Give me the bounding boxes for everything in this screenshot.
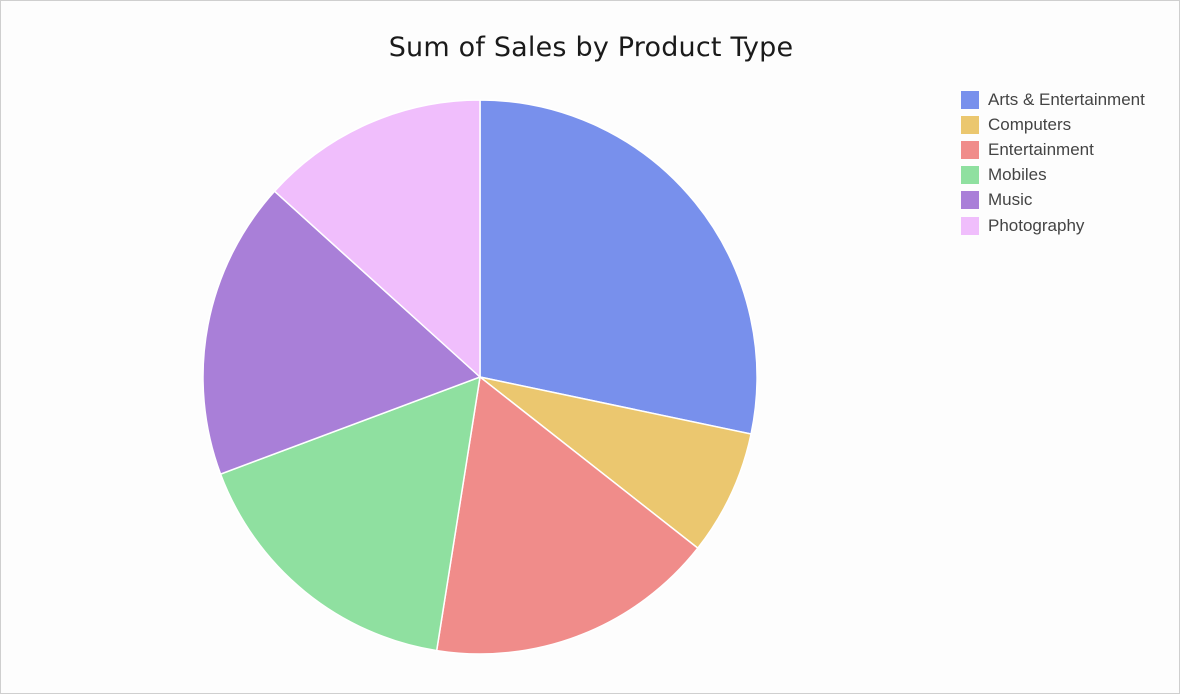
pie-slice-mobiles[interactable] <box>219 375 481 652</box>
legend-item-mobiles[interactable]: Mobiles <box>961 163 1145 188</box>
pie-slice-photography[interactable] <box>273 99 481 379</box>
legend-swatch <box>961 166 979 185</box>
chart-title: Sum of Sales by Product Type <box>388 32 794 63</box>
legend-item-computers[interactable]: Computers <box>961 112 1145 137</box>
legend-item-entertainment[interactable]: Entertainment <box>961 137 1145 162</box>
legend-label: Entertainment <box>988 139 1094 159</box>
pie-slice-computers[interactable] <box>479 376 752 550</box>
legend-swatch <box>961 191 979 210</box>
legend-swatch <box>961 90 979 109</box>
legend-item-photography[interactable]: Photography <box>961 213 1145 238</box>
legend-swatch <box>961 216 979 235</box>
pie-slice-arts-entertainment[interactable] <box>479 99 758 435</box>
legend: Arts & Entertainment Computers Entertain… <box>961 87 1145 238</box>
legend-label: Arts & Entertainment <box>988 89 1145 109</box>
pie-slices <box>202 99 758 655</box>
legend-swatch <box>961 140 979 159</box>
pie-slice-entertainment[interactable] <box>435 375 699 655</box>
legend-item-arts-entertainment[interactable]: Arts & Entertainment <box>961 87 1145 112</box>
legend-label: Music <box>988 190 1033 210</box>
pie-slice-music[interactable] <box>202 190 482 476</box>
legend-label: Mobiles <box>988 165 1047 185</box>
legend-item-music[interactable]: Music <box>961 188 1145 213</box>
legend-label: Photography <box>988 215 1085 235</box>
legend-swatch <box>961 115 979 134</box>
legend-label: Computers <box>988 114 1072 134</box>
